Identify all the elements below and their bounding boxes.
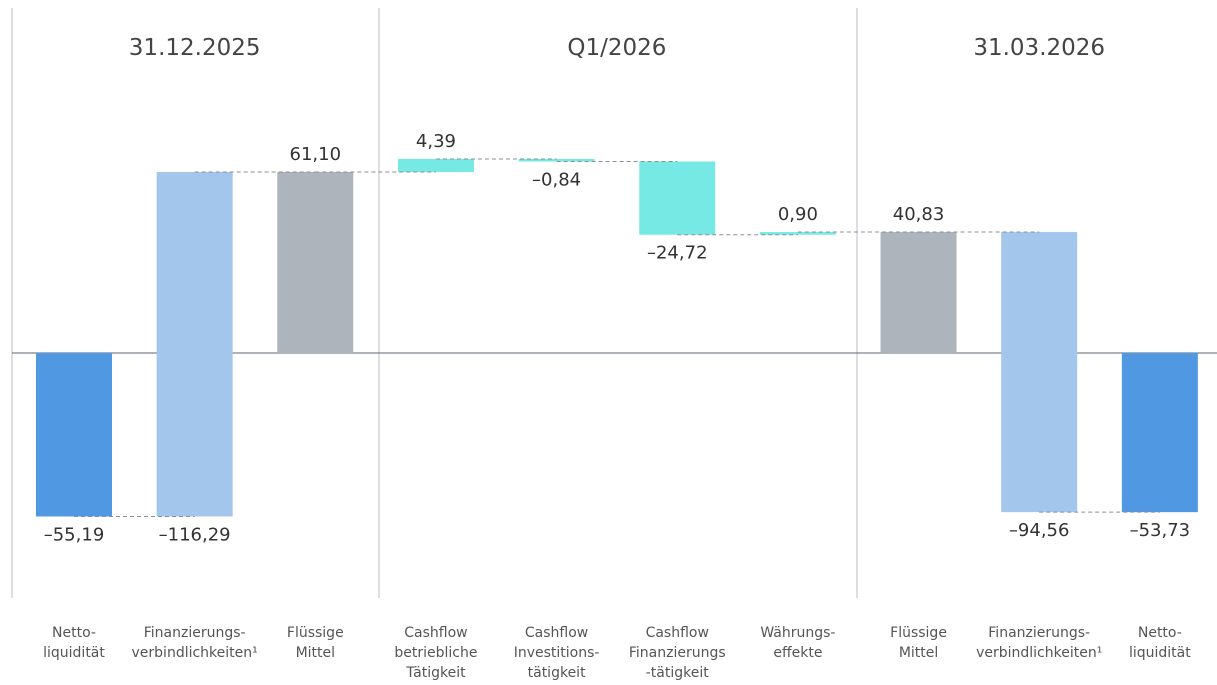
x-tick-label: Netto-liquidität (43, 625, 105, 661)
bar (1121, 353, 1198, 513)
x-tick-label-line: Finanzierungs- (144, 625, 246, 641)
x-tick-label-line: liquidität (1129, 645, 1191, 661)
bar (36, 353, 112, 517)
x-tick-label-line: betriebliche (394, 645, 477, 661)
x-tick-label-line: Finanzierungs- (988, 625, 1090, 641)
x-tick-label: Flüssige Mittel (890, 625, 947, 661)
value-label: –24,72 (647, 243, 708, 264)
bar (156, 172, 233, 517)
group-header: 31.12.2025 (129, 35, 261, 61)
bar (639, 161, 716, 235)
x-tick-label: Cashflow Finanzierungs -tätigkeit (629, 625, 726, 681)
x-tick-label-line: verbindlichkeiten¹ (132, 645, 258, 661)
value-label: –116,29 (159, 524, 231, 545)
bar (518, 159, 595, 162)
x-tick-label-line: Währungs- (760, 625, 835, 641)
x-tick-label-line: -tätigkeit (646, 665, 709, 681)
x-tick-label-line: Investitions- (514, 645, 600, 661)
value-label: 61,10 (290, 144, 342, 165)
value-label: 0,90 (778, 204, 818, 225)
x-tick-label: Finanzierungs-verbindlichkeiten¹ (132, 625, 258, 661)
bar (277, 172, 354, 353)
x-tick-label: Netto-liquidität (1129, 625, 1191, 661)
value-label: –94,56 (1009, 520, 1070, 541)
x-tick-label: Cashflow betriebliche Tätigkeit (394, 625, 477, 681)
x-tick-label-line: Mittel (899, 645, 938, 661)
x-tick-label: Cashflow Investitions-tätigkeit (514, 625, 600, 681)
x-tick-label-line: Cashflow (646, 625, 709, 641)
x-tick-label-line: Finanzierungs (629, 645, 726, 661)
value-label: 40,83 (893, 204, 945, 225)
value-label: 4,39 (416, 131, 456, 152)
bar (759, 232, 836, 235)
x-tick-label: Flüssige Mittel (287, 625, 344, 661)
x-tick-label-line: Netto- (52, 625, 96, 641)
x-tick-label: Währungs-effekte (760, 625, 835, 661)
x-tick-label-line: Mittel (296, 645, 335, 661)
x-tick-label-line: liquidität (43, 645, 105, 661)
x-tick-label-line: effekte (773, 645, 822, 661)
x-tick-label: Finanzierungs-verbindlichkeiten¹ (976, 625, 1102, 661)
bar (880, 232, 957, 353)
x-tick-label-line: verbindlichkeiten¹ (976, 645, 1102, 661)
bar (397, 159, 474, 173)
x-tick-label-line: tätigkeit (528, 665, 586, 681)
x-tick-label-line: Cashflow (525, 625, 588, 641)
x-tick-label-line: Cashflow (404, 625, 467, 641)
x-tick-label-line: Flüssige (287, 625, 344, 641)
x-tick-label-line: Tätigkeit (405, 665, 466, 681)
value-label: –0,84 (532, 170, 581, 191)
value-label: –55,19 (44, 524, 105, 545)
bar (1001, 232, 1078, 513)
x-tick-label-line: Netto- (1138, 625, 1182, 641)
group-header: Q1/2026 (567, 35, 666, 61)
x-tick-label-line: Flüssige (890, 625, 947, 641)
group-header: 31.03.2026 (973, 35, 1105, 61)
value-label: –53,73 (1130, 520, 1191, 541)
